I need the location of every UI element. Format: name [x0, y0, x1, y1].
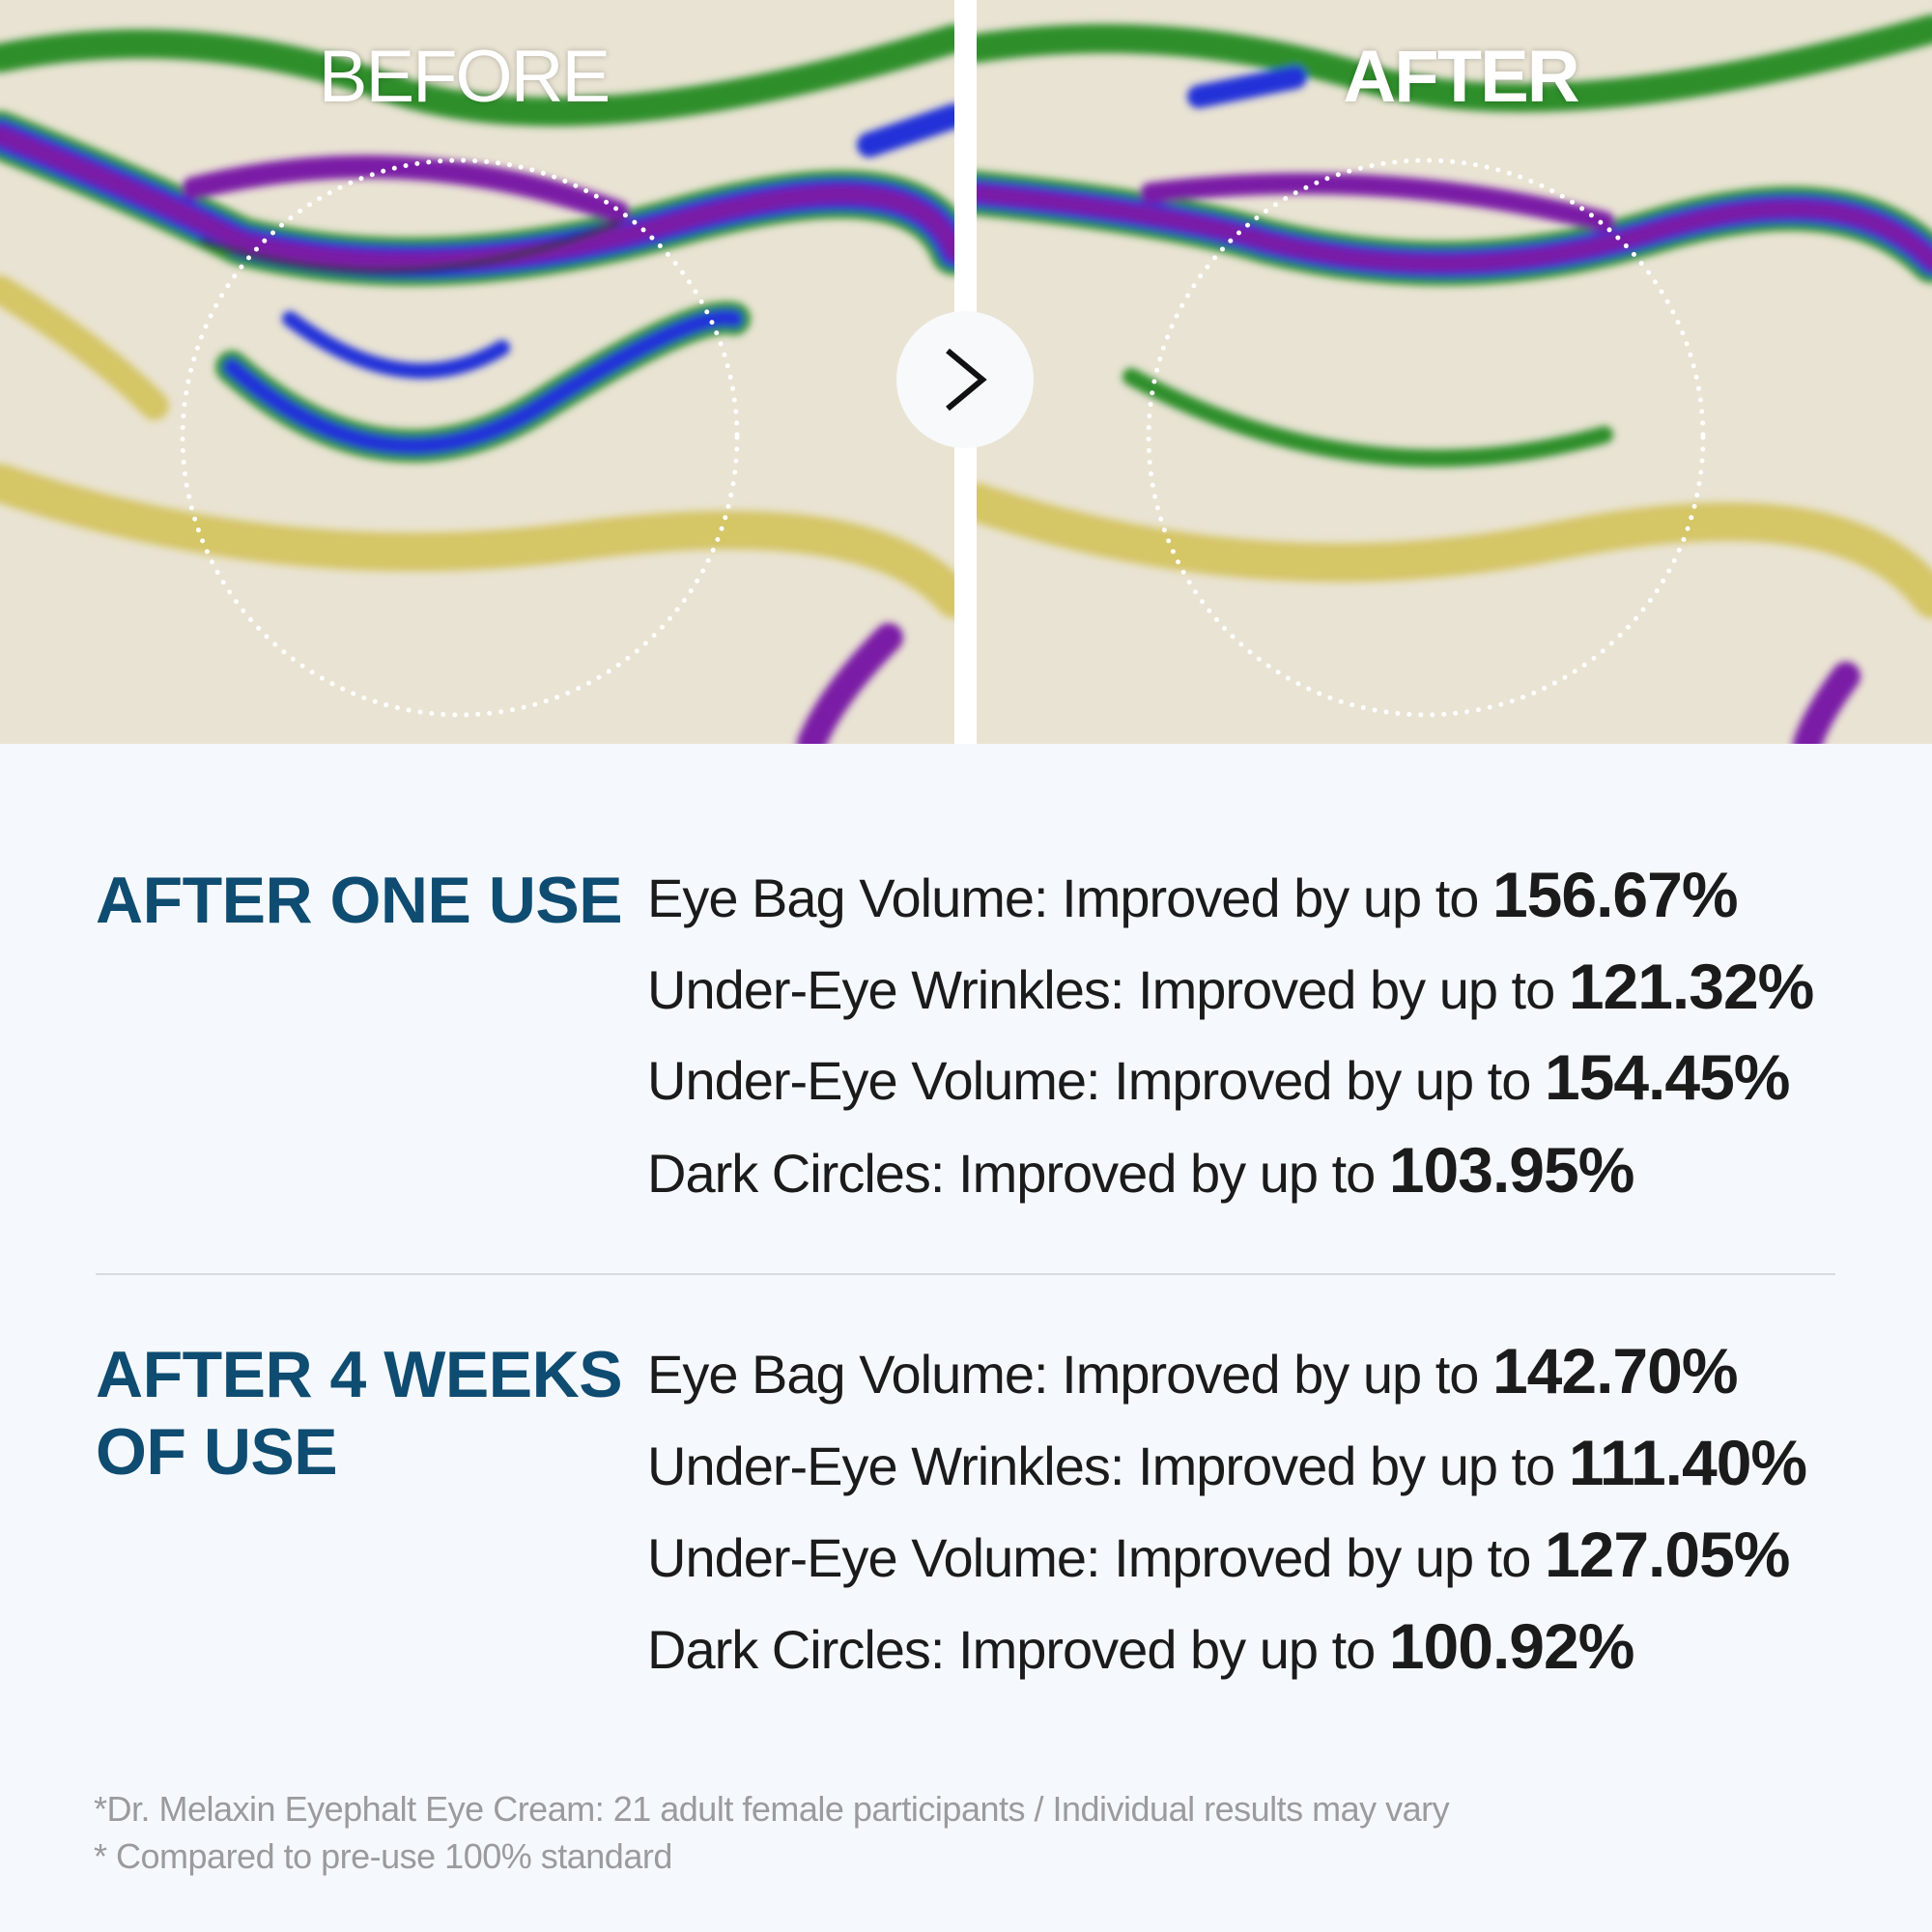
result-item: Under-Eye Wrinkles: Improved by up to 11… — [647, 1427, 1807, 1498]
result-item: Under-Eye Volume: Improved by up to 154.… — [647, 1041, 1790, 1113]
result-item: Under-Eye Volume: Improved by up to 127.… — [647, 1519, 1790, 1590]
footnote: * Compared to pre-use 100% standard — [94, 1836, 672, 1876]
group-title-one-use: AFTER ONE USE — [96, 864, 623, 937]
title-line: AFTER 4 WEEKS — [96, 1338, 623, 1411]
compare-arrow-button — [896, 311, 1034, 448]
focus-circle — [180, 157, 740, 718]
before-image: BEFORE — [0, 0, 954, 744]
after-image: AFTER — [977, 0, 1932, 744]
footnote: *Dr. Melaxin Eyephalt Eye Cream: 21 adul… — [94, 1789, 1450, 1829]
title-line: OF USE — [96, 1415, 338, 1489]
result-item: Eye Bag Volume: Improved by up to 156.67… — [647, 859, 1739, 930]
chevron-right-icon — [946, 348, 987, 412]
result-item: Eye Bag Volume: Improved by up to 142.70… — [647, 1335, 1739, 1406]
section-divider — [96, 1273, 1835, 1275]
result-item: Dark Circles: Improved by up to 103.95% — [647, 1134, 1634, 1206]
result-item: Under-Eye Wrinkles: Improved by up to 12… — [647, 951, 1814, 1022]
group-title-four-weeks: AFTER 4 WEEKS OF USE — [96, 1336, 623, 1491]
focus-circle — [1146, 157, 1706, 718]
before-label: BEFORE — [318, 36, 611, 118]
result-item: Dark Circles: Improved by up to 100.92% — [647, 1610, 1634, 1682]
after-label: AFTER — [1343, 36, 1579, 118]
